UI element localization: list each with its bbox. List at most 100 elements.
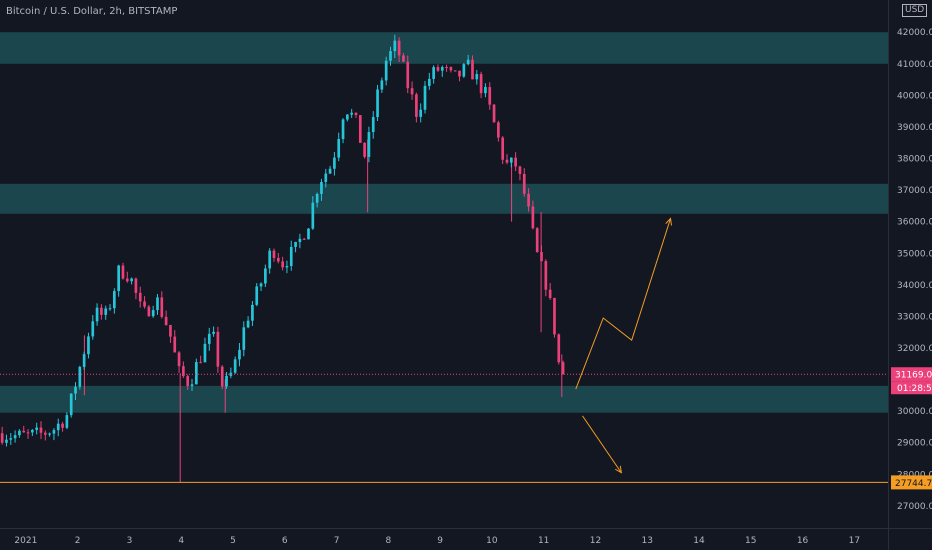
candle-body bbox=[397, 40, 401, 56]
candle-body bbox=[61, 423, 64, 428]
annotations bbox=[0, 217, 888, 483]
candle-body bbox=[121, 265, 125, 279]
candle-body bbox=[194, 362, 198, 385]
candle-body bbox=[458, 70, 461, 77]
candle-body bbox=[130, 278, 133, 282]
current-price-tag-label: 31169.03 bbox=[895, 371, 932, 381]
candle-body bbox=[220, 366, 224, 387]
candle-body bbox=[138, 292, 142, 302]
chart-title: Bitcoin / U.S. Dollar, 2h, BITSTAMP bbox=[6, 6, 178, 17]
candle-body bbox=[74, 386, 77, 394]
candle-body bbox=[389, 51, 392, 61]
candle-body bbox=[445, 67, 448, 69]
candle-body bbox=[134, 278, 138, 293]
candle-body bbox=[65, 415, 69, 428]
candle-body bbox=[553, 297, 556, 335]
candle-body bbox=[285, 266, 289, 268]
candle-body bbox=[449, 67, 453, 71]
countdown-tag-label: 01:28:56 bbox=[897, 384, 932, 394]
candle-body bbox=[479, 74, 483, 94]
time-tick-label: 13 bbox=[642, 536, 653, 546]
candle-body bbox=[156, 297, 159, 311]
candle-body bbox=[358, 115, 362, 143]
candle-body bbox=[251, 304, 254, 321]
time-tick-label: 9 bbox=[437, 536, 443, 546]
candle-body bbox=[117, 265, 120, 291]
time-axis[interactable]: 2021 2 3 4 5 6 7 8 9 10 11 12 13 14 15 16 17 bbox=[0, 528, 932, 547]
candle-body bbox=[281, 261, 284, 268]
candle-body bbox=[324, 173, 328, 183]
time-tick-label: 2 bbox=[75, 536, 81, 546]
price-tick-label: 27000.00 bbox=[897, 502, 932, 512]
candle-body bbox=[540, 252, 543, 262]
price-tick-label: 35000.00 bbox=[897, 249, 932, 259]
time-tick-label: 11 bbox=[538, 536, 549, 546]
candle-body bbox=[203, 343, 207, 363]
candle-body bbox=[501, 137, 505, 160]
time-tick-label: 15 bbox=[745, 536, 756, 546]
time-tick-label: 2021 bbox=[14, 536, 37, 546]
candle-body bbox=[246, 320, 250, 328]
candle-body bbox=[95, 307, 99, 322]
price-tick-label: 32000.00 bbox=[897, 344, 932, 354]
candle-body bbox=[147, 306, 151, 317]
candle-body bbox=[22, 430, 26, 433]
candle-body bbox=[518, 166, 522, 174]
candle-body bbox=[259, 283, 263, 287]
candle-body bbox=[216, 331, 220, 367]
candle-body bbox=[367, 132, 371, 157]
candle-body bbox=[212, 331, 215, 334]
candle-body bbox=[18, 430, 21, 436]
candle-body bbox=[432, 67, 435, 79]
candle-body bbox=[410, 88, 414, 95]
price-tick-label: 30000.00 bbox=[897, 407, 932, 417]
candle-body bbox=[35, 427, 39, 430]
candle-body bbox=[346, 114, 349, 120]
candle-body bbox=[264, 268, 267, 284]
projection-up-arrowhead bbox=[665, 217, 673, 226]
candle-body bbox=[56, 423, 60, 431]
candle-body bbox=[298, 238, 302, 242]
price-tags: 31169.03 01:28:56 27744.75 bbox=[891, 367, 932, 490]
time-tick-label: 8 bbox=[385, 536, 391, 546]
price-tick-label: 34000.00 bbox=[897, 281, 932, 291]
candle-body bbox=[436, 67, 440, 71]
candle-body bbox=[182, 366, 185, 377]
candle-body bbox=[78, 366, 82, 387]
time-tick-label: 12 bbox=[590, 536, 601, 546]
candle-body bbox=[535, 228, 539, 253]
time-tick-label: 16 bbox=[797, 536, 809, 546]
candle-body bbox=[268, 250, 272, 269]
price-tick-label: 36000.00 bbox=[897, 218, 932, 228]
price-tick-label: 33000.00 bbox=[897, 312, 932, 322]
candle-body bbox=[13, 435, 17, 439]
time-tick-label: 6 bbox=[282, 536, 288, 546]
candle-body bbox=[5, 439, 8, 443]
candle-body bbox=[272, 250, 276, 258]
candle-body bbox=[350, 112, 353, 115]
candle-body bbox=[87, 336, 90, 355]
candle-body bbox=[125, 278, 129, 282]
candle-body bbox=[143, 301, 146, 307]
candle-body bbox=[242, 327, 246, 350]
candle-body bbox=[427, 78, 431, 86]
candle-body bbox=[289, 246, 293, 267]
candle-body bbox=[488, 87, 492, 105]
candle-body bbox=[328, 168, 332, 174]
candle-body bbox=[453, 70, 457, 72]
time-tick-label: 10 bbox=[486, 536, 498, 546]
candle-body bbox=[151, 310, 155, 317]
candle-body bbox=[561, 362, 565, 375]
candle-body bbox=[423, 85, 427, 110]
currency-label[interactable]: USD bbox=[902, 4, 928, 17]
time-tick-label: 17 bbox=[849, 536, 860, 546]
candle-body bbox=[294, 241, 297, 247]
price-zone bbox=[0, 32, 888, 64]
candle-body bbox=[31, 429, 34, 433]
candle-body bbox=[229, 372, 233, 376]
current-price-tag bbox=[891, 367, 932, 382]
candle-body bbox=[384, 60, 388, 81]
candle-body bbox=[557, 334, 561, 363]
candle-body bbox=[302, 238, 306, 240]
